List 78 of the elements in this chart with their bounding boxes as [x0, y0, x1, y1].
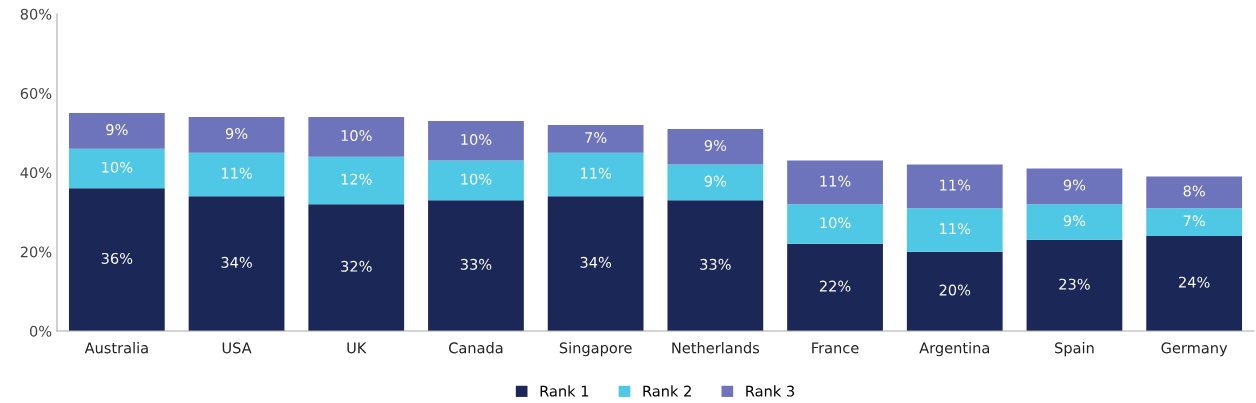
x-tick-label: USA	[222, 342, 252, 354]
data-label: 32%	[341, 260, 372, 272]
legend-label: Rank 3	[746, 385, 795, 397]
data-label: 34%	[221, 256, 252, 268]
data-label: 20%	[939, 284, 971, 296]
y-tick-label: 20%	[20, 246, 52, 258]
bar	[906, 208, 1003, 252]
legend-label: Rank 2	[643, 385, 691, 397]
bar	[1146, 235, 1243, 331]
bar	[667, 128, 764, 165]
data-label: 9%	[704, 139, 727, 151]
bar	[787, 204, 883, 244]
x-tick-label: Spain	[1055, 342, 1094, 357]
bar	[547, 152, 644, 197]
y-tick-label: 60%	[20, 87, 52, 99]
data-label: 9%	[1063, 215, 1086, 227]
data-label: 10%	[461, 134, 492, 146]
data-label: 11%	[221, 167, 252, 179]
data-label: 11%	[820, 175, 851, 187]
x-tick-label: Argentina	[919, 342, 989, 357]
data-label: 8%	[1183, 185, 1205, 197]
bar	[667, 200, 764, 331]
bar	[188, 152, 285, 197]
data-label: 9%	[704, 175, 727, 187]
data-label: 12%	[341, 173, 372, 185]
bar	[188, 117, 285, 153]
bar	[906, 164, 1003, 209]
bar	[428, 200, 524, 331]
data-label: 10%	[820, 217, 851, 229]
bar	[1026, 168, 1123, 205]
bar	[547, 196, 644, 331]
x-tick-label: Singapore	[559, 342, 632, 357]
y-tick-label: 40%	[20, 167, 52, 179]
data-label: 33%	[460, 258, 492, 270]
bar	[308, 204, 405, 331]
bar	[667, 164, 764, 201]
y-tick-label: 0%	[29, 325, 52, 337]
data-label: 10%	[102, 161, 133, 173]
data-label: 11%	[940, 179, 971, 191]
data-label: 9%	[1063, 179, 1086, 191]
bar	[547, 124, 644, 153]
data-label: 7%	[585, 132, 607, 144]
data-label: 11%	[940, 223, 971, 235]
bar	[68, 188, 165, 331]
bar	[1146, 208, 1243, 236]
bar	[1026, 204, 1123, 240]
data-label: 23%	[1059, 278, 1090, 290]
x-tick-label: Germany	[1161, 342, 1228, 357]
bar	[787, 160, 883, 205]
bar	[428, 160, 524, 201]
data-label: 34%	[580, 256, 612, 268]
bar	[68, 148, 165, 189]
data-label: 22%	[819, 280, 851, 292]
bar	[787, 243, 883, 331]
legend-label: Rank 1	[540, 385, 589, 397]
data-label: 36%	[101, 252, 133, 264]
bar	[1026, 239, 1123, 331]
x-tick-label: Netherlands	[672, 342, 760, 354]
bar	[308, 117, 405, 157]
x-tick-label: Canada	[449, 342, 503, 354]
bar	[1146, 176, 1243, 209]
bar	[308, 156, 405, 205]
data-label: 11%	[581, 167, 612, 179]
bar	[68, 113, 165, 149]
data-label: 9%	[106, 124, 128, 136]
data-label: 24%	[1179, 276, 1210, 288]
data-label: 7%	[1183, 215, 1205, 227]
x-tick-label: France	[812, 342, 859, 354]
data-label: 33%	[700, 258, 731, 270]
x-tick-label: UK	[347, 342, 367, 354]
data-label: 10%	[461, 173, 492, 185]
y-tick-label: 80%	[20, 8, 52, 20]
data-label: 10%	[341, 130, 372, 142]
bar	[428, 120, 524, 161]
x-tick-label: Australia	[84, 342, 148, 354]
bar	[906, 251, 1003, 331]
bar	[188, 196, 285, 331]
data-label: 9%	[225, 128, 248, 140]
